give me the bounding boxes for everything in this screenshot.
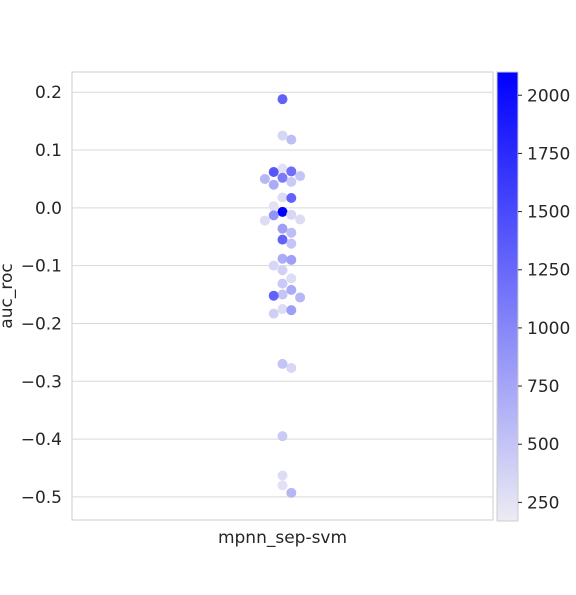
data-point xyxy=(259,173,270,184)
gridlines xyxy=(72,91,493,498)
data-point xyxy=(277,192,288,203)
data-point xyxy=(268,308,279,319)
data-point xyxy=(268,201,279,212)
x-category-labels: mpnn_sep-svm xyxy=(218,528,347,548)
data-point xyxy=(286,227,297,238)
data-point xyxy=(286,238,297,249)
data-point xyxy=(277,130,288,141)
data-point xyxy=(277,470,288,481)
data-point xyxy=(286,193,297,204)
data-point xyxy=(268,167,279,178)
data-point xyxy=(286,487,297,498)
data-point xyxy=(259,215,270,226)
colorbar-tick-label: 2000 xyxy=(527,86,570,106)
data-point xyxy=(295,171,306,182)
colorbar xyxy=(496,71,519,522)
y-tick-label: 0.0 xyxy=(35,199,62,219)
colorbar-tick-label: 1250 xyxy=(527,261,570,281)
data-point xyxy=(295,292,306,303)
data-point xyxy=(295,214,306,225)
colorbar-tick-label: 1500 xyxy=(527,203,570,223)
data-point xyxy=(277,234,288,245)
data-point xyxy=(277,253,288,264)
colorbar-tick-label: 1750 xyxy=(527,144,570,164)
y-tick-label: −0.4 xyxy=(21,430,62,450)
data-point xyxy=(286,134,297,145)
data-point xyxy=(286,284,297,295)
data-point xyxy=(277,223,288,234)
colorbar-tick-label: 500 xyxy=(527,435,559,455)
data-point xyxy=(268,260,279,271)
data-point xyxy=(277,163,288,174)
data-point xyxy=(277,265,288,276)
data-point xyxy=(286,176,297,187)
data-point xyxy=(277,172,288,183)
data-point xyxy=(277,289,288,300)
data-point xyxy=(277,480,288,491)
data-point xyxy=(277,206,288,217)
y-tick-labels: 0.2 0.1 0.0 −0.1 −0.2 −0.3 −0.4 −0.5 xyxy=(21,83,62,508)
data-point xyxy=(277,278,288,289)
data-points xyxy=(259,94,306,498)
y-tick-label: −0.3 xyxy=(21,372,62,392)
colorbar-tick-labels: 250 500 750 1000 1250 1500 1750 2000 xyxy=(518,86,570,513)
data-point xyxy=(268,290,279,301)
y-axis-title: auc_roc xyxy=(0,263,17,328)
colorbar-tick-label: 750 xyxy=(527,377,559,397)
y-tick-label: 0.2 xyxy=(35,83,62,103)
data-point xyxy=(286,166,297,177)
y-tick-label: 0.1 xyxy=(35,141,62,161)
data-point xyxy=(277,431,288,442)
data-point xyxy=(286,273,297,284)
data-point xyxy=(268,210,279,221)
colorbar-tick-label: 1000 xyxy=(527,319,570,339)
data-point xyxy=(286,305,297,316)
data-point xyxy=(268,179,279,190)
data-point xyxy=(277,358,288,369)
data-point xyxy=(286,209,297,220)
x-tick-label: mpnn_sep-svm xyxy=(218,528,347,548)
y-tick-label: −0.1 xyxy=(21,257,62,277)
y-tick-label: −0.5 xyxy=(21,488,62,508)
data-point xyxy=(286,254,297,265)
data-point xyxy=(277,94,288,105)
data-point xyxy=(277,304,288,315)
y-tick-label: −0.2 xyxy=(21,314,62,334)
data-point xyxy=(286,362,297,373)
colorbar-tick-label: 250 xyxy=(527,493,559,513)
